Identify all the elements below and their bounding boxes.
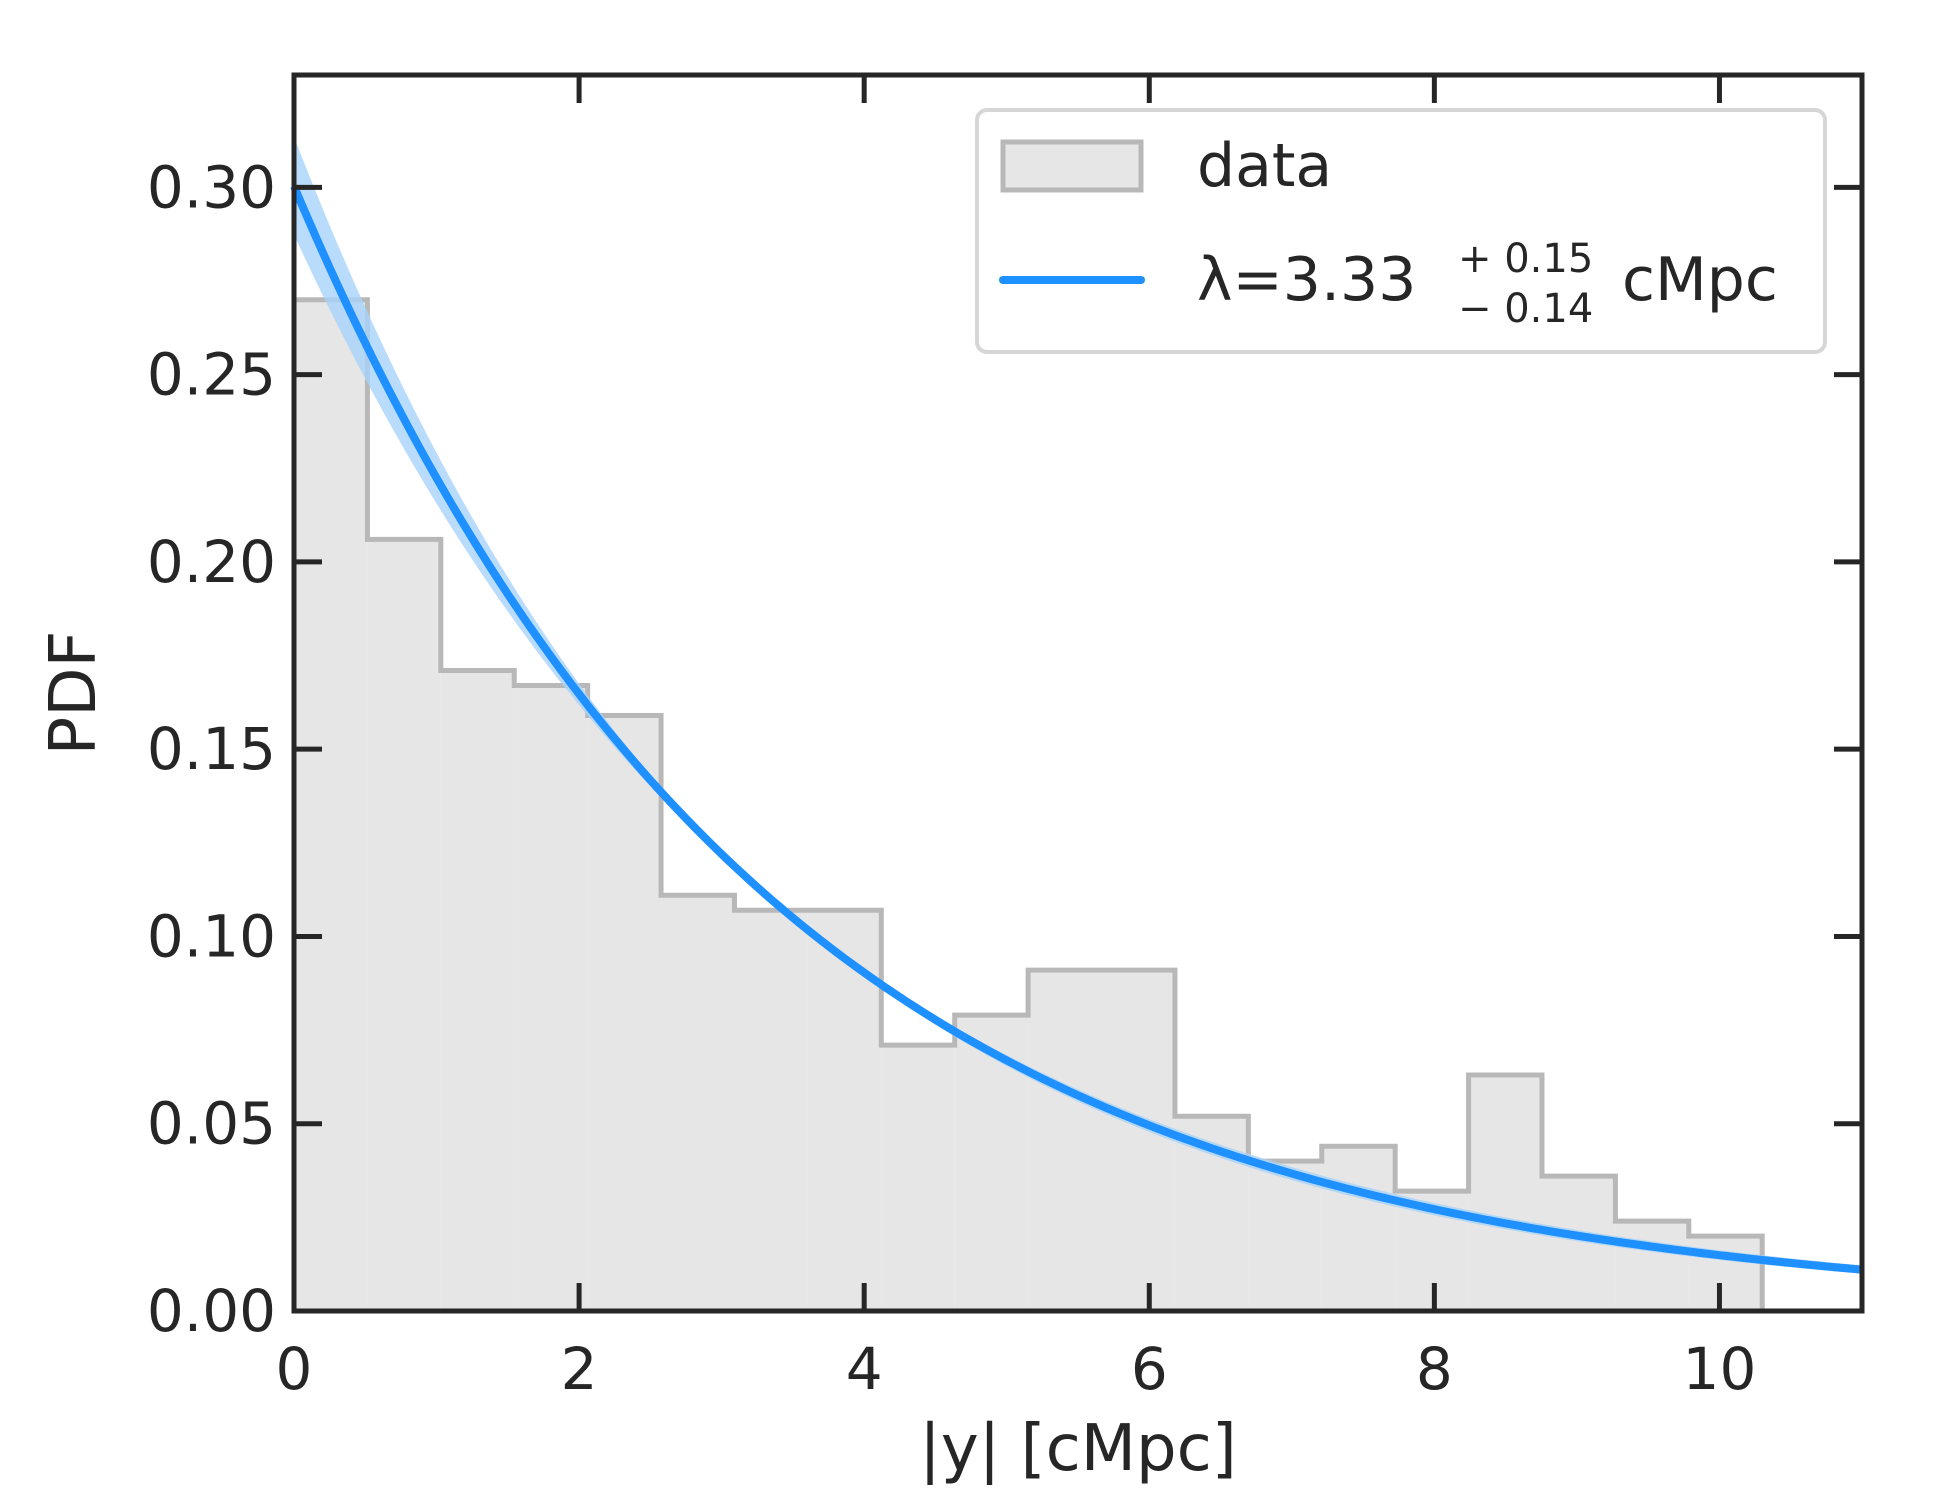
histogram-bar: [367, 539, 441, 1311]
x-tick-label: 0: [276, 1335, 313, 1403]
histogram-outline: [291, 297, 1765, 1311]
y-tick-label: 0.10: [147, 902, 276, 970]
x-tick-label: 8: [1416, 1335, 1453, 1403]
x-tick-label: 6: [1131, 1335, 1168, 1403]
x-tick-label: 10: [1683, 1335, 1757, 1403]
tick-labels: 0 2 4 6 8 10 0.00 0.05 0.10 0.15 0.20 0.25 0.30: [147, 153, 1757, 1403]
plot-area: [290, 136, 1863, 1311]
y-tick-label: 0.30: [147, 153, 276, 221]
fit-curve: [290, 184, 1863, 1274]
legend-fit-unit: cMpc: [1622, 245, 1778, 315]
legend-fit-label: λ=3.33: [1197, 245, 1416, 315]
legend-fit-err-plus: + 0.15: [1458, 236, 1593, 282]
histogram-bar: [1468, 1075, 1542, 1311]
legend-data-label: data: [1197, 131, 1332, 201]
x-tick-label: 4: [846, 1335, 883, 1403]
y-tick-label: 0.05: [147, 1090, 276, 1158]
legend-box: [975, 108, 1827, 354]
histogram-bar: [1248, 1161, 1322, 1311]
histogram-bar: [1688, 1236, 1763, 1311]
histogram-bar: [1615, 1221, 1689, 1311]
legend-fit-err-minus: − 0.14: [1458, 286, 1593, 332]
legend-data-swatch: [1000, 139, 1144, 193]
legend: data λ=3.33 + 0.15 − 0.14 cMpc: [975, 108, 1827, 354]
y-tick-label: 0.25: [147, 341, 276, 409]
histogram-bar: [587, 715, 662, 1311]
histogram-bar: [661, 895, 735, 1311]
histogram-bar: [1028, 970, 1102, 1311]
y-tick-label: 0.00: [147, 1277, 276, 1345]
x-tick-label: 2: [561, 1335, 598, 1403]
histogram-bar: [1101, 970, 1175, 1311]
histogram-bar: [954, 1015, 1029, 1311]
histogram-bar: [1321, 1146, 1396, 1311]
x-axis-label: |y| [cMpc]: [919, 1412, 1237, 1486]
y-tick-label: 0.20: [147, 528, 276, 596]
y-tick-label: 0.15: [147, 715, 276, 783]
histogram-bar: [881, 1045, 955, 1311]
histogram-bar: [294, 299, 368, 1311]
histogram-bar: [734, 910, 808, 1311]
histogram-bar: [514, 685, 588, 1311]
histogram-bar: [807, 910, 882, 1311]
y-axis-label: PDF: [37, 631, 111, 756]
axes-frame: [291, 72, 1865, 1314]
histogram-bar: [440, 670, 515, 1311]
